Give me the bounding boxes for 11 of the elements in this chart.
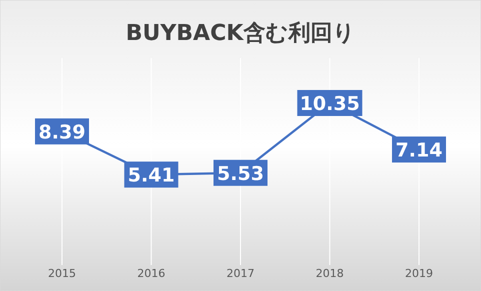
data-label: 10.35: [300, 93, 360, 115]
x-tick-label: 2016: [137, 267, 166, 280]
data-label: 5.53: [217, 162, 264, 185]
x-tick-label: 2019: [405, 267, 433, 280]
x-tick-label: 2018: [316, 267, 344, 280]
data-label: 7.14: [396, 140, 442, 162]
data-label: 8.39: [38, 121, 86, 144]
x-tick-label: 2017: [226, 267, 254, 280]
chart-title: BUYBACK含む利回り: [126, 21, 356, 46]
x-tick-label: 2015: [48, 267, 76, 280]
data-label: 5.41: [128, 164, 175, 187]
